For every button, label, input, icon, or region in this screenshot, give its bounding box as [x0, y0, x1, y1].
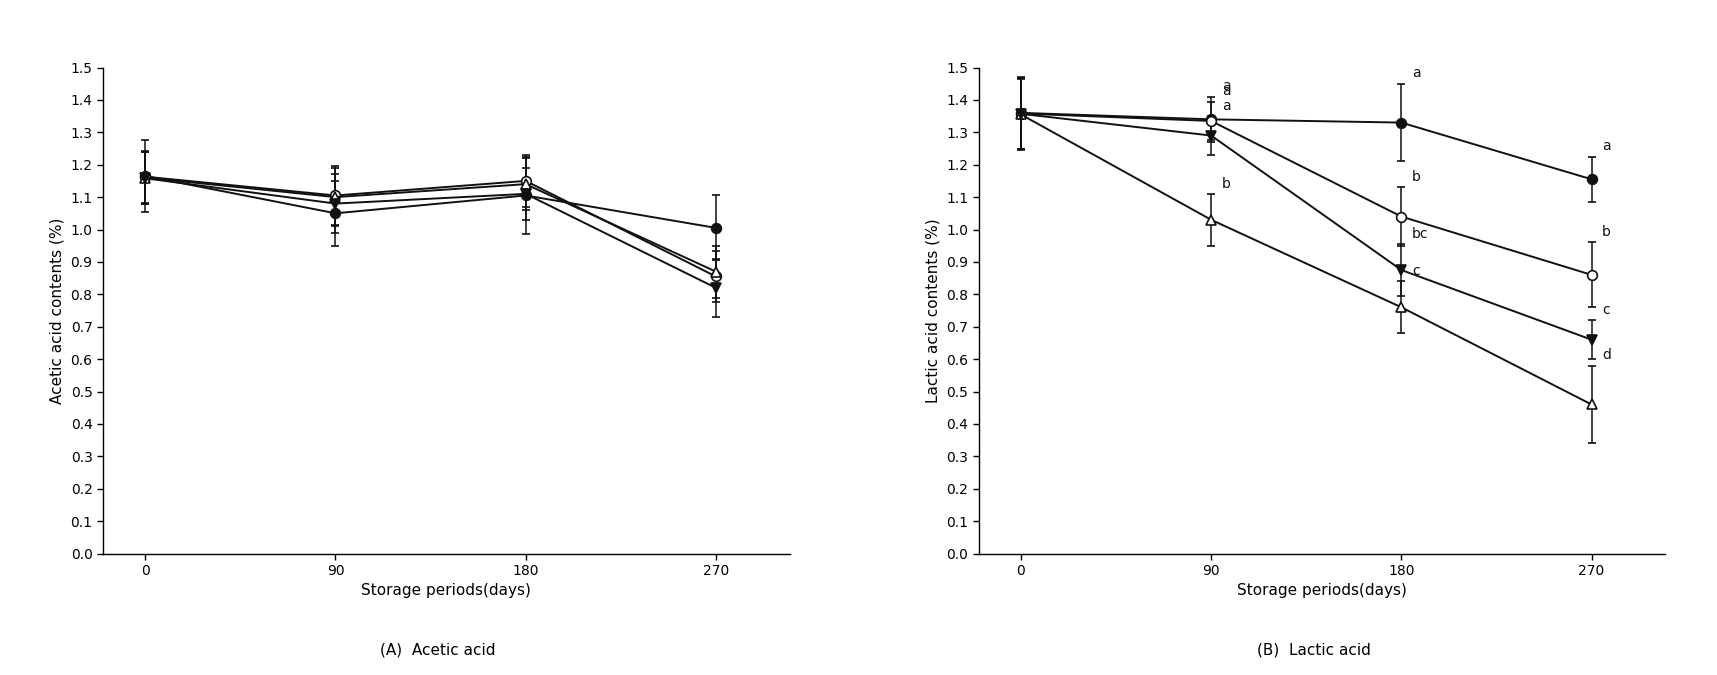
Text: c: c [1411, 264, 1420, 278]
Text: c: c [1602, 303, 1611, 317]
Text: bc: bc [1411, 227, 1429, 241]
Text: d: d [1602, 348, 1611, 362]
Text: a: a [1602, 139, 1611, 153]
Text: b: b [1602, 225, 1611, 239]
Text: a: a [1223, 84, 1231, 99]
Text: (A)  Acetic acid: (A) Acetic acid [379, 643, 496, 657]
Text: b: b [1411, 170, 1420, 184]
X-axis label: Storage periods(days): Storage periods(days) [362, 583, 531, 599]
Text: b: b [1223, 177, 1231, 190]
Text: (B)  Lactic acid: (B) Lactic acid [1257, 643, 1370, 657]
Text: a: a [1223, 99, 1231, 113]
X-axis label: Storage periods(days): Storage periods(days) [1238, 583, 1406, 599]
Y-axis label: Lactic acid contents (%): Lactic acid contents (%) [925, 218, 941, 403]
Text: a: a [1411, 66, 1420, 80]
Text: a: a [1223, 80, 1231, 93]
Y-axis label: Acetic acid contents (%): Acetic acid contents (%) [50, 217, 65, 404]
